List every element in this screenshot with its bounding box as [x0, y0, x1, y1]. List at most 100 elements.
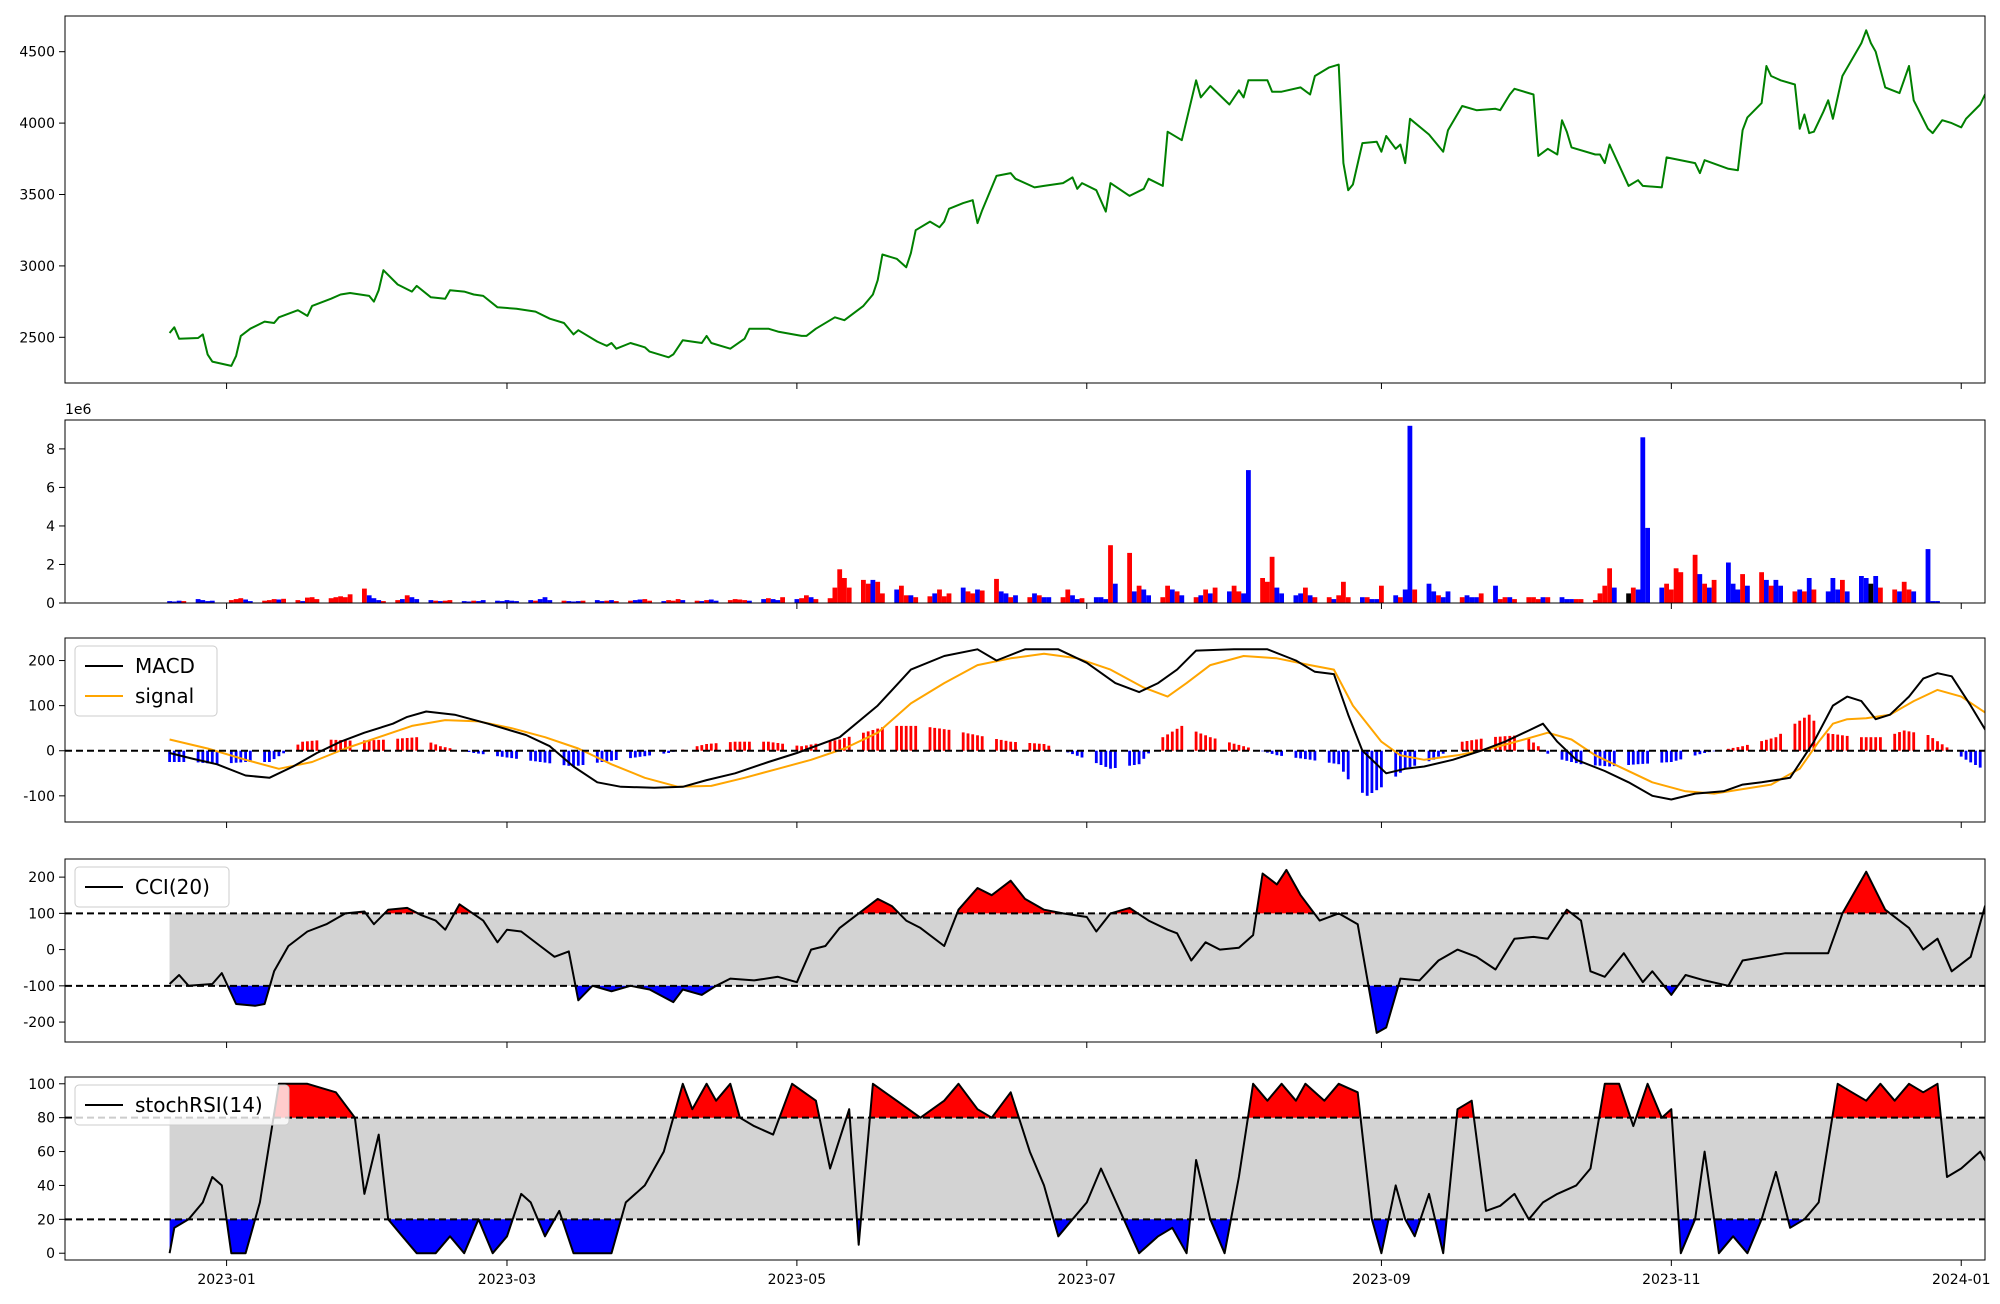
- macd-histogram-bar: [1893, 734, 1896, 751]
- macd-histogram-bar: [1328, 751, 1331, 763]
- volume-bar: [1926, 549, 1931, 603]
- macd-histogram-bar: [1931, 738, 1934, 751]
- macd-histogram-bar: [1295, 751, 1298, 758]
- volume-bar: [1736, 590, 1741, 604]
- macd-histogram-bar: [501, 751, 504, 757]
- volume-bar: [1602, 586, 1607, 603]
- price-y-tick-label: 2500: [19, 330, 55, 346]
- macd-histogram-bar: [762, 742, 765, 751]
- volume-bar: [1659, 588, 1664, 603]
- volume-bar: [1678, 572, 1683, 603]
- volume-bar: [894, 590, 899, 604]
- volume-bar: [1864, 578, 1869, 603]
- volume-bar: [966, 591, 971, 603]
- macd-histogram-bar: [862, 733, 865, 751]
- volume-bar: [961, 588, 966, 603]
- volume-y-tick-label: 2: [46, 557, 55, 573]
- macd-histogram-bar: [1870, 737, 1873, 751]
- volume-bar: [799, 598, 804, 603]
- volume-bar: [1902, 582, 1907, 603]
- macd-histogram-bar: [1827, 733, 1830, 750]
- volume-bar: [1907, 590, 1912, 604]
- volume-bar: [942, 596, 947, 603]
- macd-histogram-bar: [1470, 740, 1473, 751]
- macd-histogram-bar: [1195, 732, 1198, 751]
- volume-bar: [1769, 586, 1774, 603]
- stochrsi-legend: stochRSI(14): [75, 1085, 289, 1125]
- volume-bar: [1360, 597, 1365, 603]
- macd-histogram-bar: [748, 742, 751, 751]
- volume-bar: [1241, 593, 1246, 603]
- volume-bar: [538, 599, 543, 603]
- macd-histogram-bar: [1009, 742, 1012, 751]
- volume-bar: [348, 594, 353, 603]
- macd-histogram-bar: [1261, 751, 1264, 752]
- volume-bar: [1707, 588, 1712, 603]
- macd-histogram-bar: [700, 745, 703, 751]
- macd-histogram-bar: [1014, 742, 1017, 751]
- volume-bar: [1536, 599, 1541, 603]
- volume-bar: [1203, 590, 1208, 604]
- volume-bar: [1802, 591, 1807, 603]
- signal-line: [170, 654, 2000, 802]
- volume-bar: [1645, 528, 1650, 603]
- stochrsi-overbought-fill: [920, 1084, 991, 1118]
- macd-histogram-bar: [710, 744, 713, 751]
- macd-histogram-bar: [829, 741, 832, 751]
- volume-bar: [1574, 599, 1579, 603]
- macd-histogram-bar: [1333, 751, 1336, 764]
- volume-bar: [1141, 590, 1146, 604]
- volume-bar: [1793, 591, 1798, 603]
- macd-histogram-bar: [1532, 743, 1535, 751]
- macd-histogram-bar: [943, 729, 946, 751]
- volume-bar: [1103, 599, 1108, 603]
- volume-bar: [372, 598, 377, 603]
- volume-bar: [1560, 597, 1565, 603]
- macd-line: [170, 649, 2000, 810]
- volume-bar: [1099, 597, 1104, 603]
- volume-bar: [1745, 586, 1750, 603]
- macd-histogram-bar: [1765, 740, 1768, 751]
- volume-bar: [1831, 578, 1836, 603]
- macd-histogram-bar: [976, 735, 979, 751]
- volume-bar: [329, 598, 334, 603]
- x-tick-label: 2023-03: [478, 1272, 537, 1288]
- macd-y-tick-label: 100: [28, 699, 55, 715]
- macd-histogram-bar: [1665, 751, 1668, 763]
- volume-bar: [1208, 593, 1213, 603]
- volume-bar: [875, 582, 880, 603]
- volume-bar: [362, 589, 367, 603]
- volume-bar: [1436, 595, 1441, 603]
- macd-histogram-bar: [667, 751, 670, 753]
- volume-bar: [1237, 591, 1242, 603]
- volume-bar: [1308, 595, 1313, 603]
- volume-bar: [1246, 470, 1251, 603]
- volume-bar: [1531, 597, 1536, 603]
- volume-bar: [1764, 580, 1769, 603]
- volume-bar: [676, 599, 681, 603]
- volume-bar: [1636, 590, 1641, 604]
- macd-histogram-bar: [1176, 729, 1179, 751]
- volume-bar: [1298, 593, 1303, 603]
- volume-bar: [980, 591, 985, 604]
- macd-histogram-bar: [268, 751, 271, 762]
- volume-bar: [1797, 590, 1802, 604]
- volume-bar: [543, 597, 548, 603]
- volume-bar: [310, 597, 315, 603]
- macd-histogram-bar: [406, 738, 409, 751]
- volume-bar: [1845, 591, 1850, 603]
- volume-bar: [1265, 582, 1270, 603]
- macd-histogram-bar: [881, 727, 884, 751]
- stochrsi-y-tick-label: 0: [46, 1246, 55, 1262]
- volume-bar: [947, 593, 952, 603]
- macd-histogram-bar: [1161, 737, 1164, 751]
- macd-histogram-bar: [743, 742, 746, 751]
- volume-bar: [866, 584, 871, 603]
- macd-histogram-bar: [1038, 744, 1041, 751]
- volume-bar: [334, 597, 339, 603]
- macd-histogram-bar: [1974, 751, 1977, 765]
- macd-histogram-bar: [1304, 751, 1307, 759]
- volume-bar: [1346, 597, 1351, 603]
- volume-bar: [1693, 555, 1698, 603]
- volume-bar: [1474, 597, 1479, 603]
